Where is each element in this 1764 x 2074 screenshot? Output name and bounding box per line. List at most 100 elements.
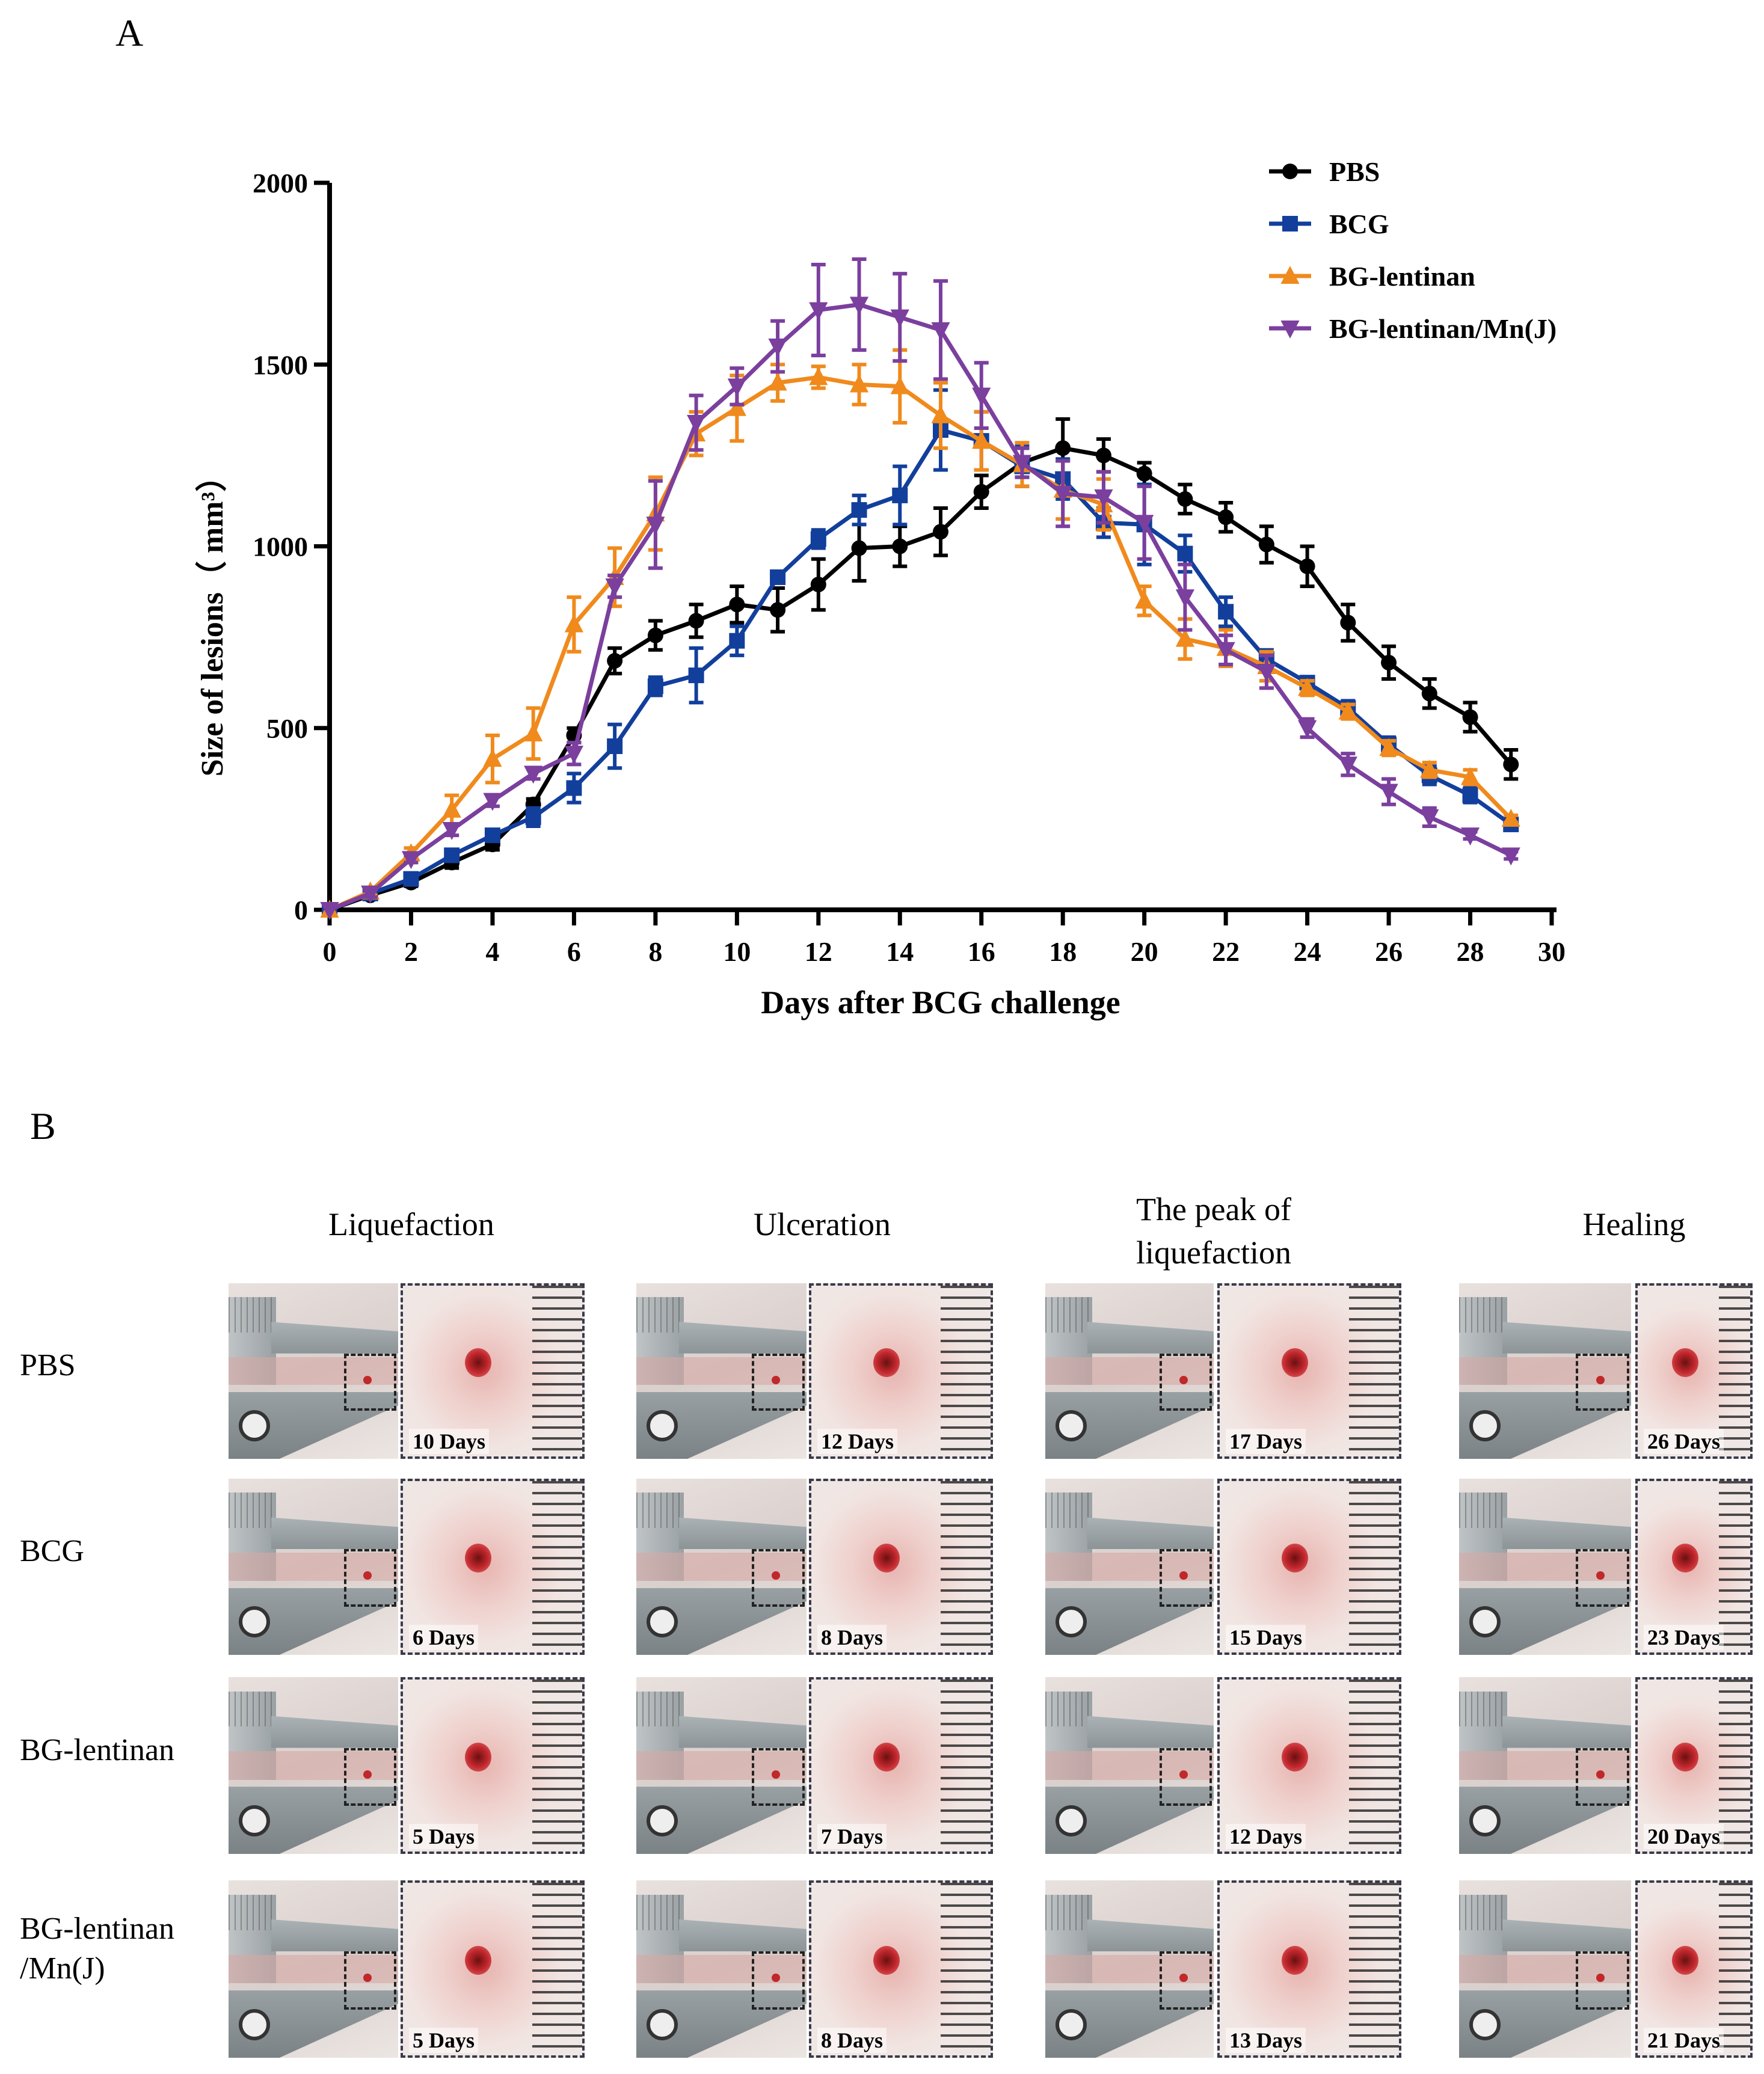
data-point	[892, 538, 908, 554]
column-header: The peak of liquefaction	[1033, 1188, 1394, 1274]
day-label: 6 Days	[409, 1625, 479, 1650]
legend-label: BG-lentinan/Mn(J)	[1329, 313, 1557, 344]
brand-logo-icon	[1055, 1606, 1087, 1637]
x-tick-label: 2	[404, 936, 418, 967]
caliper-part	[678, 1919, 807, 1951]
lesion-closeup: 6 Days	[401, 1479, 585, 1655]
caliper-photo	[1045, 1479, 1214, 1655]
lesion	[1671, 1348, 1698, 1377]
data-point	[607, 738, 623, 754]
data-point	[484, 827, 500, 844]
x-tick-label: 14	[886, 936, 914, 967]
zoom-region-box	[752, 1549, 805, 1607]
lesion-spot	[1179, 1974, 1188, 1983]
caliper-part	[1502, 1517, 1631, 1550]
data-point	[647, 627, 663, 643]
brand-logo-icon	[646, 1805, 678, 1836]
ruler-scale	[1348, 1481, 1399, 1652]
data-point	[320, 902, 339, 920]
data-point	[1420, 809, 1439, 827]
lesion	[465, 1742, 492, 1772]
zoom-region-box	[1576, 1747, 1629, 1806]
lesion-spot	[1179, 1770, 1188, 1779]
data-point	[1136, 465, 1152, 482]
data-point	[770, 569, 786, 585]
zoom-region-box	[343, 1747, 396, 1806]
caliper-photo	[229, 1677, 398, 1854]
ruler-scale	[1348, 1680, 1399, 1852]
day-label: 12 Days	[1226, 1824, 1306, 1849]
ruler-scale	[940, 1680, 991, 1852]
lesion	[1671, 1946, 1698, 1975]
lesion-closeup: 12 Days	[809, 1283, 993, 1459]
caliper-part	[1502, 1322, 1631, 1354]
data-point	[1055, 440, 1071, 456]
lesion	[465, 1946, 492, 1975]
column-header: Ulceration	[642, 1203, 1003, 1246]
data-point	[1379, 784, 1398, 802]
data-point	[403, 871, 419, 887]
lesion	[1671, 1742, 1698, 1772]
lesion	[873, 1544, 900, 1573]
data-point	[1258, 536, 1274, 553]
caliper-photo	[636, 1479, 807, 1655]
data-point	[444, 847, 460, 864]
data-point	[566, 780, 582, 796]
y-tick-label: 1500	[253, 349, 308, 380]
zoom-region-box	[1576, 1951, 1629, 2010]
day-label: 7 Days	[817, 1824, 887, 1849]
lesion-spot	[772, 1375, 781, 1384]
brand-logo-icon	[238, 2008, 270, 2040]
data-point	[890, 376, 909, 394]
brand-logo-icon	[646, 1606, 678, 1637]
day-label: 8 Days	[817, 2028, 887, 2053]
lesion	[1282, 1348, 1309, 1377]
series-line-PBS	[328, 446, 1513, 912]
caliper-part	[1087, 1716, 1214, 1748]
brand-logo-icon	[646, 2008, 678, 2040]
caliper-photo	[1459, 1677, 1631, 1854]
brand-logo-icon	[238, 1410, 270, 1441]
zoom-region-box	[1160, 1747, 1212, 1806]
caliper-photo	[636, 1677, 807, 1854]
ruler-scale	[940, 1883, 991, 2055]
data-point	[1298, 678, 1317, 696]
data-point	[1298, 720, 1317, 738]
data-point	[647, 678, 663, 695]
caliper-part	[271, 1322, 398, 1354]
data-point	[1338, 701, 1357, 720]
brand-logo-icon	[1469, 1606, 1501, 1637]
x-tick-label: 30	[1538, 936, 1566, 967]
day-label: 13 Days	[1226, 2028, 1306, 2053]
data-point	[1462, 787, 1478, 803]
caliper-photo	[1045, 1677, 1214, 1854]
ruler-scale	[940, 1286, 991, 1456]
zoom-region-box	[752, 1747, 805, 1806]
caliper-photo	[1459, 1283, 1631, 1459]
day-label: 12 Days	[817, 1429, 898, 1454]
data-point	[1501, 847, 1520, 866]
legend-marker	[1282, 164, 1298, 179]
lesion-closeup: 12 Days	[1217, 1677, 1401, 1854]
data-point	[1379, 738, 1398, 756]
brand-logo-icon	[1055, 1805, 1087, 1836]
data-point	[607, 652, 623, 669]
row-label-line: BCG	[20, 1534, 84, 1568]
x-tick-label: 8	[648, 936, 662, 967]
y-tick-label: 0	[294, 895, 308, 925]
column-header-line: Ulceration	[754, 1206, 891, 1242]
column-header-line: Liquefaction	[328, 1206, 494, 1242]
day-label: 5 Days	[409, 1824, 479, 1849]
lesion-spot	[1179, 1571, 1188, 1580]
caliper-part	[1502, 1919, 1631, 1951]
data-point	[605, 578, 624, 597]
lesion	[1671, 1544, 1698, 1573]
lesion-closeup: 5 Days	[401, 1880, 585, 2058]
caliper-part	[271, 1919, 398, 1951]
zoom-region-box	[752, 1353, 805, 1411]
y-axis-title: Size of lesions（ mm³）	[195, 461, 230, 776]
data-point	[931, 322, 950, 340]
lesion-spot	[1596, 1375, 1605, 1384]
lesion-spot	[772, 1974, 781, 1983]
lesion-spot	[363, 1770, 372, 1779]
